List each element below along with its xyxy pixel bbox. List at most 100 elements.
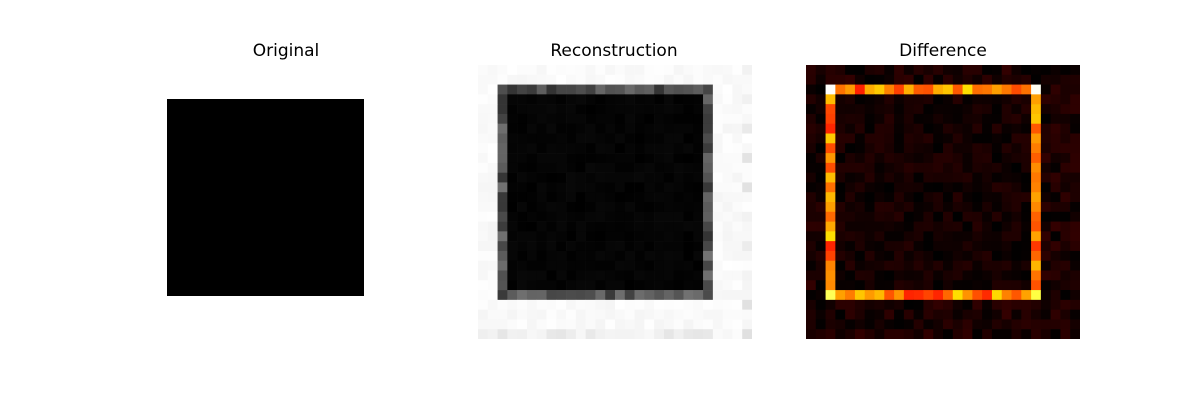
- diff-pixel: [991, 182, 1003, 193]
- diff-pixel: [991, 74, 1003, 85]
- diff-pixel: [1021, 172, 1032, 183]
- diff-pixel: [1050, 133, 1061, 144]
- diff-pixel: [933, 123, 944, 134]
- recon-pixel: [742, 162, 752, 173]
- recon-pixel: [722, 250, 733, 262]
- recon-pixel: [507, 133, 518, 144]
- recon-pixel: [732, 260, 743, 271]
- diff-pixel: [1070, 74, 1080, 85]
- diff-pixel: [854, 221, 866, 232]
- diff-pixel: [972, 309, 983, 320]
- recon-pixel: [722, 221, 733, 232]
- diff-pixel: [806, 250, 817, 262]
- recon-pixel: [595, 270, 606, 281]
- diff-pixel: [825, 65, 836, 76]
- recon-pixel: [546, 221, 557, 232]
- diff-pixel: [962, 329, 973, 339]
- recon-pixel: [654, 123, 665, 134]
- diff-pixel: [903, 74, 914, 85]
- original-title: Original: [252, 41, 320, 61]
- recon-pixel: [722, 241, 733, 252]
- recon-pixel: [742, 74, 752, 85]
- recon-pixel: [673, 231, 684, 242]
- diff-pixel: [1001, 133, 1012, 144]
- recon-pixel: [634, 123, 645, 134]
- recon-pixel: [615, 182, 626, 193]
- recon-pixel: [663, 290, 675, 301]
- diff-pixel: [1031, 133, 1042, 144]
- recon-pixel: [478, 172, 489, 183]
- recon-pixel: [693, 172, 704, 183]
- recon-pixel: [536, 241, 547, 252]
- recon-pixel: [595, 123, 606, 134]
- recon-pixel: [605, 113, 616, 125]
- diff-pixel: [1021, 231, 1032, 242]
- diff-pixel: [1070, 221, 1080, 232]
- diff-pixel: [864, 309, 875, 320]
- recon-pixel: [575, 241, 586, 252]
- recon-pixel: [536, 260, 547, 271]
- recon-pixel: [732, 309, 743, 320]
- recon-pixel: [703, 309, 714, 320]
- recon-pixel: [595, 74, 606, 85]
- diff-pixel: [913, 153, 924, 164]
- diff-pixel: [991, 94, 1003, 105]
- recon-pixel: [673, 241, 684, 252]
- recon-pixel: [634, 182, 645, 193]
- diff-pixel: [943, 231, 954, 242]
- recon-pixel: [732, 153, 743, 164]
- diff-pixel: [806, 153, 817, 164]
- recon-pixel: [693, 260, 704, 271]
- recon-pixel: [624, 182, 635, 193]
- diff-pixel: [1001, 221, 1012, 232]
- diff-pixel: [991, 329, 1003, 339]
- recon-pixel: [615, 162, 626, 173]
- recon-pixel: [683, 270, 694, 281]
- diff-pixel: [903, 211, 914, 222]
- recon-pixel: [487, 329, 498, 339]
- recon-pixel: [644, 182, 655, 193]
- diff-pixel: [972, 143, 983, 154]
- diff-pixel: [1040, 182, 1051, 193]
- recon-pixel: [654, 250, 665, 262]
- diff-pixel: [972, 329, 983, 339]
- recon-pixel: [497, 280, 508, 291]
- diff-pixel: [903, 182, 914, 193]
- recon-pixel: [556, 221, 567, 232]
- recon-pixel: [507, 280, 518, 291]
- diff-pixel: [903, 290, 914, 301]
- diff-pixel: [913, 250, 924, 262]
- diff-pixel: [1001, 329, 1012, 339]
- recon-pixel: [566, 299, 577, 310]
- recon-pixel: [615, 231, 626, 242]
- recon-pixel: [595, 250, 606, 262]
- diff-pixel: [1021, 270, 1032, 281]
- diff-pixel: [806, 74, 817, 85]
- recon-pixel: [712, 231, 723, 242]
- diff-pixel: [903, 202, 914, 213]
- diff-pixel: [874, 65, 885, 76]
- diff-pixel: [972, 280, 983, 291]
- recon-pixel: [693, 270, 704, 281]
- recon-pixel: [556, 153, 567, 164]
- diff-pixel: [991, 250, 1003, 262]
- diff-pixel: [923, 241, 934, 252]
- recon-pixel: [595, 153, 606, 164]
- diff-pixel: [923, 270, 934, 281]
- diff-pixel: [894, 143, 905, 154]
- diff-pixel: [991, 270, 1003, 281]
- diff-pixel: [972, 211, 983, 222]
- recon-pixel: [585, 113, 596, 125]
- diff-pixel: [884, 270, 895, 281]
- diff-pixel: [933, 133, 944, 144]
- diff-pixel: [962, 65, 973, 76]
- diff-pixel: [982, 143, 993, 154]
- diff-pixel: [1031, 211, 1042, 222]
- recon-pixel: [615, 260, 626, 271]
- recon-pixel: [732, 280, 743, 291]
- diff-pixel: [923, 123, 934, 134]
- diff-pixel: [1060, 172, 1071, 183]
- recon-pixel: [693, 74, 704, 85]
- diff-pixel: [854, 290, 866, 301]
- diff-pixel: [913, 65, 924, 76]
